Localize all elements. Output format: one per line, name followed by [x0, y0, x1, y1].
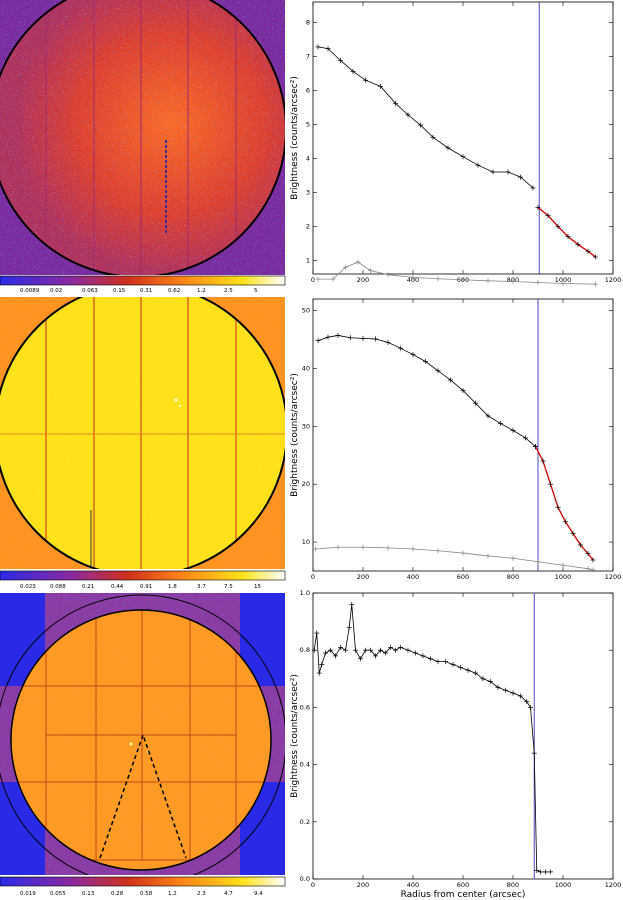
colorbar-tick-label: 0.088 — [50, 584, 66, 590]
y-tick-label: 30 — [302, 422, 310, 430]
chart-bottom: 0 200 400 600 800 1000 1200 0.0 0.2 0.4 0.6 0.8 1.0 B… — [290, 589, 621, 900]
x-tick-label: 0 — [311, 276, 315, 284]
image-panel-top — [0, 0, 285, 275]
colorbar-tick-label: 0.21 — [82, 584, 94, 590]
y-tick-label: 0.6 — [300, 703, 310, 711]
colorbar-tick-label: 0.055 — [50, 891, 66, 897]
colorbar-tick-label: 0.31 — [140, 288, 152, 294]
plot-frame — [312, 1, 614, 275]
x-tick-label: 1000 — [555, 573, 572, 581]
x-tick-label: 800 — [507, 573, 519, 581]
colorbar-tick-label: 7.5 — [224, 584, 233, 590]
colorbar-tick-label: 0.023 — [20, 584, 36, 590]
x-tick-label: 0 — [311, 573, 315, 581]
colorbar-tick-label: 0.063 — [82, 288, 98, 294]
x-tick-label: 1200 — [605, 881, 622, 889]
x-tick-label: 1200 — [605, 573, 622, 581]
y-tick-label: 50 — [302, 307, 310, 315]
y-tick-label: 7 — [306, 52, 310, 60]
y-tick-label: 0.4 — [300, 761, 310, 769]
x-tick-label: 1000 — [555, 276, 572, 284]
colorbar-tick-label: 2.5 — [224, 288, 233, 294]
colorbar-tick-label: 0.58 — [140, 891, 153, 897]
colorbar-bottom: 0.019 0.055 0.13 0.28 0.58 1.2 2.3 4.7 9… — [0, 876, 286, 897]
colorbar-tick-label: 0.62 — [168, 288, 180, 294]
x-tick-label: 400 — [407, 881, 419, 889]
y-tick-label: 40 — [302, 364, 310, 372]
colorbar-tick-label: 0.019 — [20, 891, 36, 897]
x-tick-label: 400 — [407, 276, 419, 284]
y-tick-label: 4 — [306, 154, 310, 162]
colorbar-tick-label: 0.02 — [50, 288, 62, 294]
colorbar-tick-label: 0.13 — [82, 891, 95, 897]
colorbar-tick-label: 0.28 — [111, 891, 124, 897]
y-tick-label: 20 — [302, 480, 310, 488]
y-tick-label: 1.0 — [300, 589, 310, 597]
y-tick-label: 3 — [306, 188, 310, 196]
y-axis-label: Brightness (counts/arcsec²) — [290, 76, 300, 200]
plot-frame — [312, 298, 614, 572]
y-tick-label: 2 — [306, 222, 310, 230]
y-tick-label: 0.0 — [300, 875, 310, 883]
colorbar-tick-label: 15 — [254, 584, 261, 590]
x-tick-label: 200 — [357, 573, 369, 581]
y-tick-label: 5 — [306, 120, 310, 128]
x-tick-label: 200 — [357, 881, 369, 889]
y-tick-label: 1 — [306, 256, 310, 264]
y-tick-label: 0.2 — [300, 818, 310, 826]
x-axis-label: Radius from center (arcsec) — [401, 890, 526, 900]
x-tick-label: 1000 — [555, 881, 572, 889]
colorbar-top: 0.0089 0.02 0.063 0.15 0.31 0.62 1.2 2.5… — [0, 275, 286, 294]
colorbar-tick-label: 1.8 — [168, 584, 177, 590]
y-tick-label: 0.8 — [300, 646, 310, 654]
colorbar-tick-label: 3.7 — [197, 584, 206, 590]
colorbar-middle: 0.023 0.088 0.21 0.44 0.91 1.8 3.7 7.5 1… — [0, 570, 286, 590]
x-tick-label: 800 — [507, 881, 519, 889]
x-tick-label: 1200 — [605, 276, 622, 284]
colorbar-tick-label: 4.7 — [224, 891, 233, 897]
colorbar-tick-label: 0.0089 — [20, 288, 40, 294]
chart-middle: 0 200 400 600 800 1000 1200 10 20 30 40 50 Brightnes… — [290, 298, 622, 581]
colorbar-tick-label: 1.2 — [168, 891, 177, 897]
colorbar-tick-label: 5 — [254, 288, 258, 294]
image-panel-middle — [0, 297, 285, 569]
series-line-profile — [313, 604, 551, 873]
x-tick-label: 200 — [357, 276, 369, 284]
y-tick-label: 6 — [306, 86, 310, 94]
colorbar-tick-label: 2.3 — [197, 891, 206, 897]
colorbar-tick-label: 9.4 — [254, 891, 263, 897]
image-panel-bottom — [0, 593, 285, 875]
series-line-background — [318, 261, 596, 285]
x-tick-label: 600 — [457, 881, 469, 889]
colorbar-tick-label: 0.44 — [111, 584, 124, 590]
y-tick-label: 8 — [306, 18, 310, 26]
colorbar-tick-label: 0.15 — [113, 288, 126, 294]
chart-top: 02004006008001000120012345678Brightness … — [290, 1, 622, 287]
colorbar-tick-label: 0.91 — [140, 584, 152, 590]
x-tick-label: 0 — [311, 881, 315, 889]
x-tick-label: 400 — [407, 573, 419, 581]
y-tick-label: 10 — [302, 538, 310, 546]
plot-frame — [312, 592, 614, 880]
colorbar-tick-label: 1.2 — [197, 288, 206, 294]
x-tick-label: 600 — [457, 573, 469, 581]
y-axis-label: Brightness (counts/arcsec²) — [290, 674, 300, 798]
y-axis-label: Brightness (counts/arcsec²) — [290, 373, 300, 497]
